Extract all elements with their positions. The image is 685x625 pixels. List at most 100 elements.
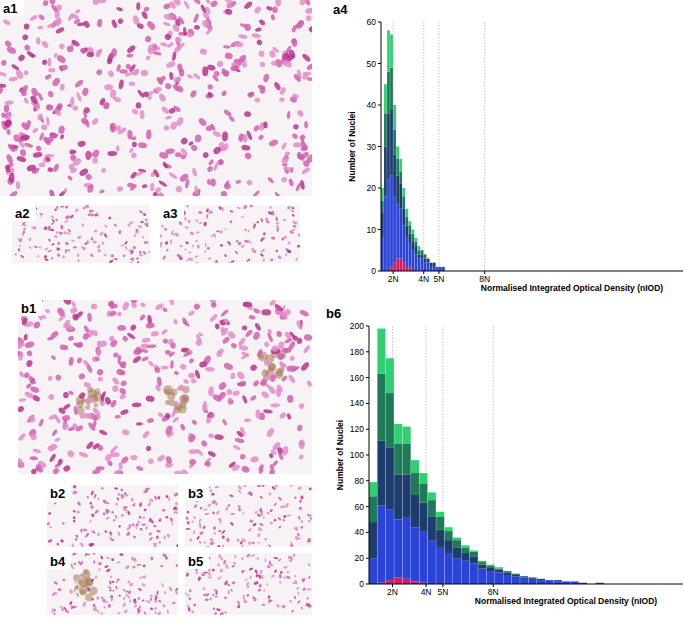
nucleus bbox=[85, 205, 89, 209]
nucleus bbox=[143, 222, 148, 226]
nucleus bbox=[277, 255, 282, 260]
nucleus bbox=[24, 341, 35, 349]
nucleus bbox=[141, 583, 146, 587]
nucleus bbox=[70, 97, 75, 107]
nucleus bbox=[106, 509, 110, 514]
y-tick-label: 0 bbox=[371, 266, 376, 276]
nucleus bbox=[109, 531, 113, 536]
nucleus bbox=[77, 140, 86, 148]
panel-label: a1 bbox=[3, 1, 17, 16]
nucleus bbox=[244, 205, 247, 208]
nucleus bbox=[47, 90, 54, 98]
nucleus bbox=[216, 608, 221, 612]
nucleus bbox=[116, 185, 124, 193]
nucleus bbox=[77, 235, 82, 240]
nucleus bbox=[83, 381, 92, 388]
nucleus bbox=[197, 576, 201, 581]
nucleus bbox=[307, 538, 311, 543]
bar bbox=[403, 474, 411, 517]
nucleus bbox=[219, 611, 224, 615]
nucleus bbox=[260, 253, 265, 257]
nucleus bbox=[184, 217, 186, 221]
nucleus bbox=[26, 350, 33, 357]
nucleus bbox=[132, 535, 136, 539]
nucleus bbox=[92, 469, 101, 474]
nucleus bbox=[260, 218, 264, 223]
nucleus bbox=[55, 10, 60, 18]
nucleus bbox=[247, 229, 249, 232]
nucleus bbox=[24, 23, 30, 29]
nucleus bbox=[217, 381, 227, 391]
nucleus bbox=[243, 0, 253, 10]
nucleus bbox=[240, 244, 245, 248]
nucleus bbox=[273, 81, 282, 91]
nucleus bbox=[298, 0, 308, 6]
nucleus bbox=[157, 193, 164, 196]
nucleus bbox=[59, 231, 63, 235]
nucleus bbox=[269, 509, 273, 513]
nucleus bbox=[308, 25, 312, 33]
nucleus bbox=[121, 335, 129, 343]
nucleus bbox=[23, 44, 31, 52]
bar bbox=[387, 72, 390, 114]
nucleus bbox=[302, 587, 307, 592]
nucleus bbox=[117, 325, 126, 331]
nucleus bbox=[98, 377, 103, 382]
nucleus bbox=[249, 363, 258, 371]
x-axis-label: Normalised Integrated Optical Density (n… bbox=[481, 283, 663, 293]
bars bbox=[369, 329, 604, 584]
nucleus bbox=[142, 564, 146, 568]
nucleus bbox=[169, 300, 175, 306]
nucleus bbox=[97, 0, 107, 3]
nucleus bbox=[172, 400, 179, 407]
nucleus bbox=[296, 337, 302, 344]
nucleus bbox=[117, 531, 120, 536]
bar bbox=[424, 263, 427, 271]
nucleus bbox=[104, 530, 108, 534]
nucleus bbox=[211, 393, 222, 403]
nucleus bbox=[218, 529, 222, 532]
nucleus bbox=[73, 342, 82, 347]
nucleus bbox=[298, 402, 305, 410]
pigment bbox=[83, 569, 89, 575]
nucleus bbox=[146, 20, 157, 32]
nucleus bbox=[92, 157, 98, 164]
nucleus bbox=[154, 367, 161, 374]
nucleus bbox=[19, 245, 22, 247]
nucleus bbox=[38, 14, 46, 22]
nucleus bbox=[276, 384, 284, 394]
bar bbox=[461, 561, 469, 584]
nucleus bbox=[130, 556, 134, 560]
nucleus bbox=[194, 255, 199, 259]
nucleus bbox=[142, 213, 146, 217]
nucleus bbox=[188, 372, 196, 379]
nucleus bbox=[132, 402, 142, 407]
nucleus bbox=[107, 70, 115, 78]
nucleus bbox=[49, 330, 59, 340]
nucleus bbox=[63, 392, 69, 398]
nucleus bbox=[162, 509, 166, 512]
nucleus bbox=[68, 357, 74, 367]
panel-label: a3 bbox=[163, 206, 177, 221]
nucleus bbox=[224, 52, 233, 60]
bar bbox=[545, 580, 553, 581]
nucleus bbox=[39, 246, 42, 249]
bar bbox=[427, 263, 430, 271]
nucleus bbox=[223, 560, 226, 565]
nucleus bbox=[33, 152, 43, 159]
nucleus bbox=[224, 596, 228, 600]
nucleus bbox=[92, 240, 97, 244]
nucleus bbox=[2, 18, 11, 26]
nucleus bbox=[269, 521, 273, 525]
nucleus bbox=[252, 331, 261, 341]
nucleus bbox=[230, 372, 236, 379]
nucleus bbox=[274, 569, 278, 573]
nucleus bbox=[45, 154, 55, 158]
nucleus bbox=[56, 247, 59, 251]
nucleus bbox=[308, 514, 312, 517]
nucleus bbox=[137, 521, 140, 524]
bar bbox=[445, 540, 453, 553]
nucleus bbox=[109, 575, 112, 578]
bar bbox=[453, 558, 461, 584]
nucleus bbox=[241, 557, 244, 560]
